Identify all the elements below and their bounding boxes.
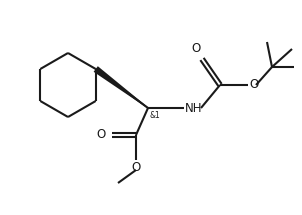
- Text: O: O: [131, 161, 141, 174]
- Text: O: O: [97, 129, 106, 141]
- Text: O: O: [249, 78, 258, 92]
- Text: NH: NH: [185, 101, 203, 115]
- Polygon shape: [94, 66, 148, 108]
- Text: &1: &1: [149, 111, 160, 120]
- Text: O: O: [191, 42, 201, 55]
